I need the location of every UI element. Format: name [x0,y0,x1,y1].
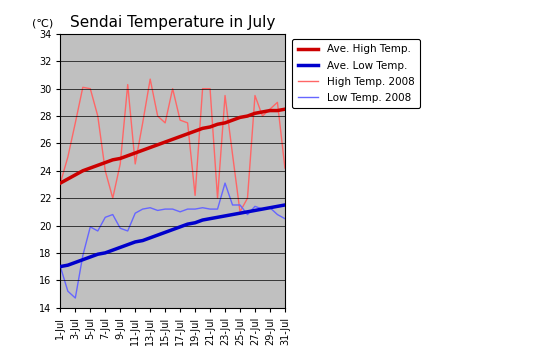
Legend: Ave. High Temp., Ave. Low Temp., High Temp. 2008, Low Temp. 2008: Ave. High Temp., Ave. Low Temp., High Te… [292,39,419,108]
Title: Sendai Temperature in July: Sendai Temperature in July [70,15,276,30]
Y-axis label: (℃): (℃) [32,18,53,28]
